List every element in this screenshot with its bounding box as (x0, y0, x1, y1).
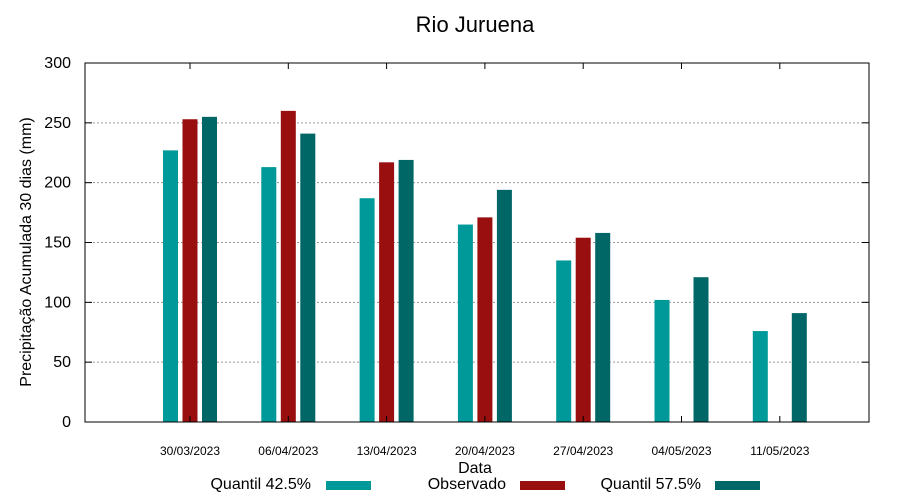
x-tick-label: 06/04/2023 (258, 444, 318, 458)
bar-1 (654, 299, 670, 422)
y-tick-label: 100 (44, 294, 71, 311)
y-tick-label: 250 (44, 115, 71, 132)
bars (163, 110, 807, 422)
x-tick-label: 20/04/2023 (455, 444, 515, 458)
x-tick-label: 04/05/2023 (651, 444, 711, 458)
y-tick-label: 0 (62, 414, 71, 431)
legend-label: Quantil 42.5% (210, 476, 311, 493)
y-tick-label: 200 (44, 175, 71, 192)
bar-3 (595, 232, 611, 422)
bar-1 (163, 150, 178, 422)
y-ticks: 0 50 100 150 200 250 300 (44, 55, 869, 431)
x-tick-label: 27/04/2023 (553, 444, 613, 458)
bar-2 (575, 237, 591, 422)
bar-2 (182, 119, 198, 422)
x-ticks: 30/03/2023 06/04/2023 13/04/2023 20/04/2023… (160, 63, 810, 458)
bar-1 (752, 331, 768, 422)
legend: Quantil 42.5% Observado Quantil 57.5% (210, 476, 760, 493)
grid-lines (85, 122, 869, 363)
bar-3 (202, 116, 217, 422)
bar-2 (379, 162, 395, 422)
bar-1 (359, 198, 375, 422)
x-tick-label: 11/05/2023 (750, 444, 809, 458)
chart-title: Rio Juruena (416, 12, 535, 37)
legend-label: Observado (428, 476, 506, 493)
y-axis-label: Precipitação Acumulada 30 dias (mm) (18, 117, 35, 386)
x-axis-label: Data (458, 460, 492, 477)
x-tick-label: 30/03/2023 (160, 444, 220, 458)
y-tick-label: 50 (53, 354, 71, 371)
bar-1 (556, 260, 572, 422)
bar-2 (477, 217, 493, 422)
bar-3 (496, 189, 512, 422)
bar-1 (457, 224, 473, 422)
y-tick-label: 150 (44, 235, 71, 252)
bar-3 (300, 133, 316, 422)
bar-2 (280, 110, 296, 422)
bar-3 (791, 313, 807, 422)
x-tick-label: 13/04/2023 (357, 444, 417, 458)
bar-3 (693, 277, 709, 422)
bar-1 (261, 167, 277, 422)
legend-swatch (326, 481, 371, 490)
legend-label: Quantil 57.5% (600, 476, 701, 493)
bar-3 (398, 159, 414, 422)
legend-swatch (715, 481, 760, 490)
y-tick-label: 300 (44, 55, 71, 72)
legend-swatch (520, 481, 565, 490)
